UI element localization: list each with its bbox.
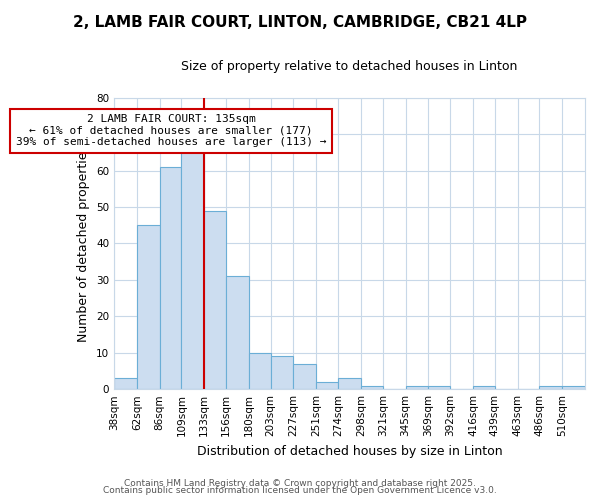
Text: Contains public sector information licensed under the Open Government Licence v3: Contains public sector information licen… xyxy=(103,486,497,495)
Text: Contains HM Land Registry data © Crown copyright and database right 2025.: Contains HM Land Registry data © Crown c… xyxy=(124,478,476,488)
Bar xyxy=(271,356,293,389)
Bar xyxy=(406,386,428,389)
Bar xyxy=(160,167,181,389)
Bar xyxy=(539,386,562,389)
Text: 2 LAMB FAIR COURT: 135sqm
← 61% of detached houses are smaller (177)
39% of semi: 2 LAMB FAIR COURT: 135sqm ← 61% of detac… xyxy=(16,114,326,148)
Bar xyxy=(473,386,495,389)
Text: 2, LAMB FAIR COURT, LINTON, CAMBRIDGE, CB21 4LP: 2, LAMB FAIR COURT, LINTON, CAMBRIDGE, C… xyxy=(73,15,527,30)
Bar xyxy=(293,364,316,389)
Bar xyxy=(316,382,338,389)
Bar xyxy=(226,276,249,389)
Bar xyxy=(181,145,204,389)
Bar xyxy=(338,378,361,389)
Y-axis label: Number of detached properties: Number of detached properties xyxy=(77,145,91,342)
Bar xyxy=(361,386,383,389)
Bar xyxy=(562,386,585,389)
Bar xyxy=(428,386,450,389)
Bar xyxy=(204,210,226,389)
Bar xyxy=(249,353,271,389)
Bar xyxy=(137,226,160,389)
Bar xyxy=(114,378,137,389)
Title: Size of property relative to detached houses in Linton: Size of property relative to detached ho… xyxy=(181,60,518,73)
X-axis label: Distribution of detached houses by size in Linton: Distribution of detached houses by size … xyxy=(197,444,502,458)
